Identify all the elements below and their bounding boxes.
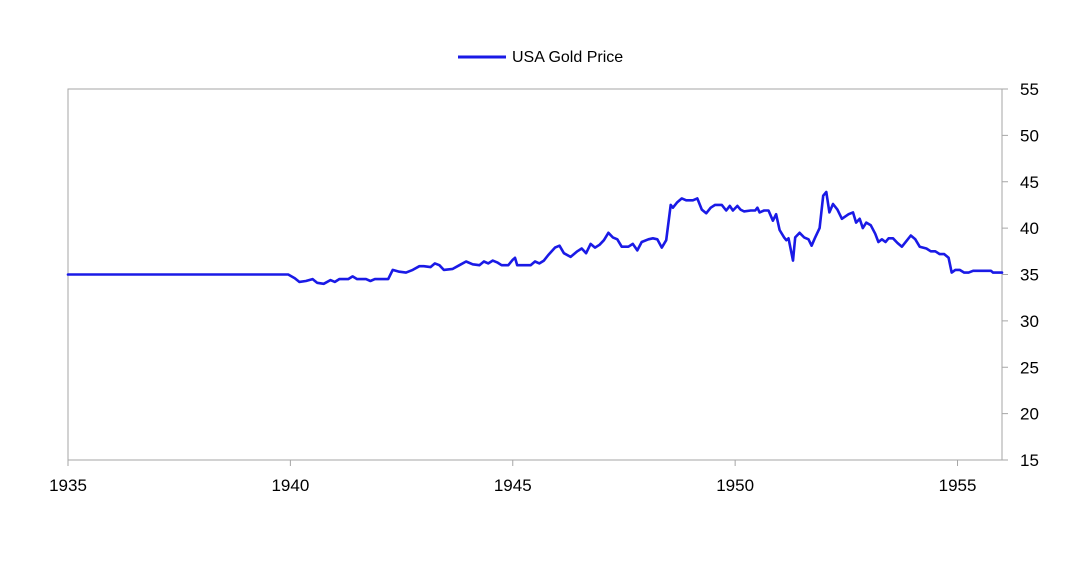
y-tick-label: 35 <box>1020 266 1039 285</box>
y-tick-label: 55 <box>1020 80 1039 99</box>
x-tick-label: 1935 <box>49 476 87 495</box>
y-tick-label: 45 <box>1020 173 1039 192</box>
legend: USA Gold Price <box>458 49 623 66</box>
y-tick-label: 40 <box>1020 219 1039 238</box>
x-tick-label: 1945 <box>494 476 532 495</box>
y-tick-label: 30 <box>1020 312 1039 331</box>
y-tick-label: 20 <box>1020 405 1039 424</box>
series-layer <box>66 190 1004 286</box>
y-tick-label: 15 <box>1020 451 1039 470</box>
x-tick-label: 1955 <box>939 476 977 495</box>
legend-label: USA Gold Price <box>512 49 623 66</box>
y-tick-label: 25 <box>1020 358 1039 377</box>
x-tick-label: 1940 <box>271 476 309 495</box>
y-axis: 15 20 25 30 35 40 45 50 55 <box>1002 80 1039 470</box>
y-tick-label: 50 <box>1020 126 1039 145</box>
x-axis: 1935 1940 1945 1950 1955 <box>49 460 976 495</box>
series-line-usa-gold-price <box>66 190 1004 286</box>
x-tick-label: 1950 <box>716 476 754 495</box>
